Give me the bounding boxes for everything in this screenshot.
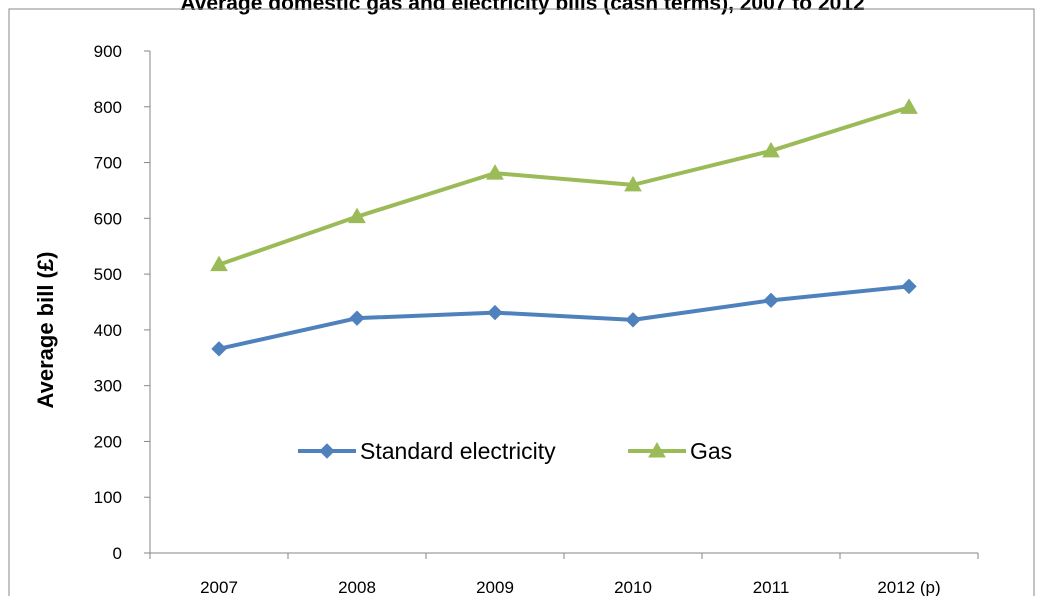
x-tick-label: 2010 <box>614 578 652 596</box>
data-point <box>349 310 365 326</box>
chart-border <box>8 8 1035 596</box>
legend-marker <box>648 441 666 458</box>
y-tick-label: 600 <box>94 209 122 228</box>
x-tick-label: 2011 <box>753 578 790 596</box>
plot-area: 0 100 200 300 400 500 600 700 800 900 2007 2008 2009… <box>94 42 979 596</box>
legend: Standard electricity Gas <box>298 438 732 464</box>
x-tick-label: 2009 <box>476 578 514 596</box>
data-point <box>624 175 642 192</box>
data-point <box>210 255 228 272</box>
y-tick-label: 200 <box>94 432 122 451</box>
data-point <box>348 207 366 224</box>
legend-marker <box>319 443 335 459</box>
legend-label: Standard electricity <box>360 438 556 464</box>
data-point <box>762 141 780 158</box>
series-line-standard-electricity <box>218 284 910 351</box>
x-tick-label: 2007 <box>200 578 238 596</box>
y-tick-label: 300 <box>94 377 122 396</box>
series-line-gas <box>218 105 910 267</box>
y-tick-label: 700 <box>94 154 122 173</box>
x-tick-label: 2012 (p) <box>877 578 940 596</box>
y-tick-label: 500 <box>94 265 122 284</box>
y-tick-label: 900 <box>94 42 122 61</box>
x-tick-label: 2008 <box>338 578 376 596</box>
data-point <box>487 304 503 321</box>
data-point <box>625 312 641 328</box>
legend-label: Gas <box>690 438 732 464</box>
y-tick-label: 0 <box>113 544 122 563</box>
data-point <box>900 98 918 114</box>
y-tick-label: 800 <box>94 98 122 117</box>
data-point <box>211 341 227 357</box>
data-point <box>763 292 779 309</box>
data-point <box>486 164 504 180</box>
y-tick-label: 400 <box>94 321 122 340</box>
chart-title: Average domestic gas and electricity bil… <box>180 0 865 15</box>
y-axis-label: Average bill (£) <box>33 252 58 409</box>
data-point <box>901 278 917 295</box>
y-tick-label: 100 <box>94 488 122 507</box>
